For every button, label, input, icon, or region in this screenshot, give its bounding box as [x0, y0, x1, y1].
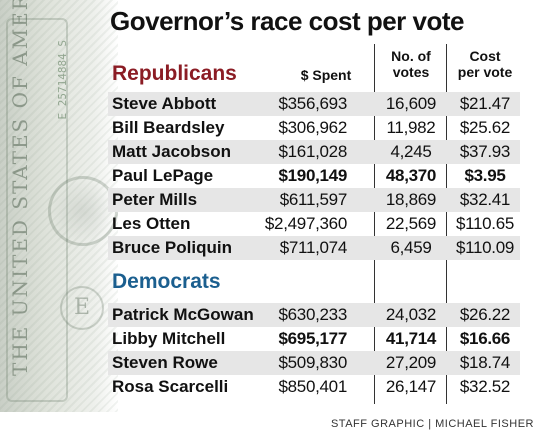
cell-spent: $161,028: [278, 142, 347, 161]
cell-name: Rosa Scarcelli: [112, 377, 229, 396]
cell-spent: $306,962: [278, 118, 347, 137]
cell-cost: $21.47: [459, 94, 511, 113]
cell-spent: $190,149: [278, 166, 347, 185]
cell-cost: $18.74: [459, 353, 511, 372]
cell-spent: $356,693: [278, 94, 347, 113]
table-row: Libby Mitchell $695,177 41,714 $16.66: [108, 327, 520, 351]
cell-spent: $509,830: [278, 353, 347, 372]
column-divider-spent: [374, 44, 375, 404]
cell-spent: $695,177: [278, 329, 347, 348]
table-row: Matt Jacobson $161,028 4,245 $37.93: [108, 140, 520, 164]
header-votes: No. of votes: [378, 48, 444, 80]
cell-spent: $711,074: [279, 238, 348, 257]
cell-votes: 18,869: [385, 190, 437, 209]
cell-name: Steven Rowe: [112, 353, 218, 372]
cell-name: Paul LePage: [112, 166, 214, 185]
cell-cost: $3.95: [464, 166, 506, 185]
cell-votes: 22,569: [385, 214, 437, 233]
table-row: Steve Abbott $356,693 16,609 $21.47: [108, 92, 520, 116]
cell-name: Libby Mitchell: [112, 329, 226, 348]
cell-cost: $32.41: [459, 190, 511, 209]
bill-e-seal-icon: E: [60, 286, 104, 330]
header-cost-line2: per vote: [457, 64, 513, 80]
cell-votes: 11,982: [386, 118, 436, 137]
cell-votes: 6,459: [390, 238, 432, 257]
table-row: Rosa Scarcelli $850,401 26,147 $32.52: [108, 375, 520, 399]
table-row: Patrick McGowan $630,233 24,032 $26.22: [108, 303, 520, 327]
cell-name: Steve Abbott: [112, 94, 217, 113]
table-row: Paul LePage $190,149 48,370 $3.95: [108, 164, 520, 188]
bill-seal-icon: [48, 176, 118, 246]
party-democrats: Democrats: [112, 270, 221, 293]
bill-engraving: THE UNITED STATES OF AMERICA: [8, 0, 32, 376]
table-row: Bill Beardsley $306,962 11,982 $25.62: [108, 116, 520, 140]
cell-name: Les Otten: [112, 214, 191, 233]
cell-name: Peter Mills: [112, 190, 198, 209]
cost-per-vote-graphic: THE UNITED STATES OF AMERICA E 25714884 …: [0, 0, 520, 412]
header-votes-line2: votes: [392, 64, 430, 80]
cell-name: Matt Jacobson: [112, 142, 232, 161]
header-votes-line1: No. of: [391, 48, 431, 64]
header-spent: $ Spent: [300, 67, 352, 83]
cell-name: Bruce Poliquin: [112, 238, 232, 257]
bill-serial: E 25714884 S: [56, 40, 69, 120]
table-row: Peter Mills $611,597 18,869 $32.41: [108, 188, 520, 212]
cell-cost: $37.93: [459, 142, 511, 161]
cell-spent: $611,597: [279, 190, 348, 209]
table-row: Les Otten $2,497,360 22,569 $110.65: [108, 212, 520, 236]
cell-votes: 41,714: [385, 329, 437, 348]
cell-votes: 16,609: [385, 94, 437, 113]
header-cost: Cost per vote: [450, 48, 520, 80]
cell-cost: $32.52: [459, 377, 511, 396]
cell-votes: 4,245: [390, 142, 432, 161]
cell-cost: $110.09: [455, 238, 515, 257]
cell-name: Bill Beardsley: [112, 118, 225, 137]
table-row: Steven Rowe $509,830 27,209 $18.74: [108, 351, 520, 375]
credit-line: STAFF GRAPHIC | MICHAEL FISHER: [330, 418, 534, 430]
dollar-bill-background: THE UNITED STATES OF AMERICA E 25714884 …: [0, 0, 118, 412]
cell-spent: $630,233: [278, 305, 347, 324]
cell-cost: $25.62: [459, 118, 511, 137]
cell-cost: $110.65: [455, 214, 515, 233]
column-divider-votes: [446, 44, 447, 404]
page-title: Governor’s race cost per vote: [110, 6, 464, 36]
table-row: Bruce Poliquin $711,074 6,459 $110.09: [108, 236, 520, 260]
cell-votes: 24,032: [385, 305, 437, 324]
cell-spent: $850,401: [278, 377, 347, 396]
cell-cost: $26.22: [459, 305, 511, 324]
header-cost-line1: Cost: [469, 48, 501, 64]
party-republicans: Republicans: [112, 62, 237, 85]
cell-votes: 48,370: [385, 166, 437, 185]
cell-cost: $16.66: [459, 329, 511, 348]
cell-votes: 26,147: [385, 377, 437, 396]
cell-spent: $2,497,360: [264, 214, 347, 233]
cell-name: Patrick McGowan: [112, 305, 254, 324]
cell-votes: 27,209: [385, 353, 437, 372]
